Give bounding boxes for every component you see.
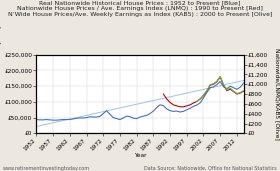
Y-axis label: Nationwide/LNMQ/KAB5 [Olive]: Nationwide/LNMQ/KAB5 [Olive] bbox=[275, 48, 280, 140]
X-axis label: Year: Year bbox=[134, 153, 146, 158]
Text: Data Source: Nationwide, Office for National Statistics: Data Source: Nationwide, Office for Nati… bbox=[144, 166, 277, 171]
Y-axis label: Real Nationwide Historical House Prices [Blue]: Real Nationwide Historical House Prices … bbox=[0, 25, 1, 163]
Text: www.retirementinvestingtoday.com: www.retirementinvestingtoday.com bbox=[3, 166, 90, 171]
Text: Real Nationwide Historical House Prices : 1952 to Present [Blue]
Nationwide Hous: Real Nationwide Historical House Prices … bbox=[8, 0, 272, 17]
